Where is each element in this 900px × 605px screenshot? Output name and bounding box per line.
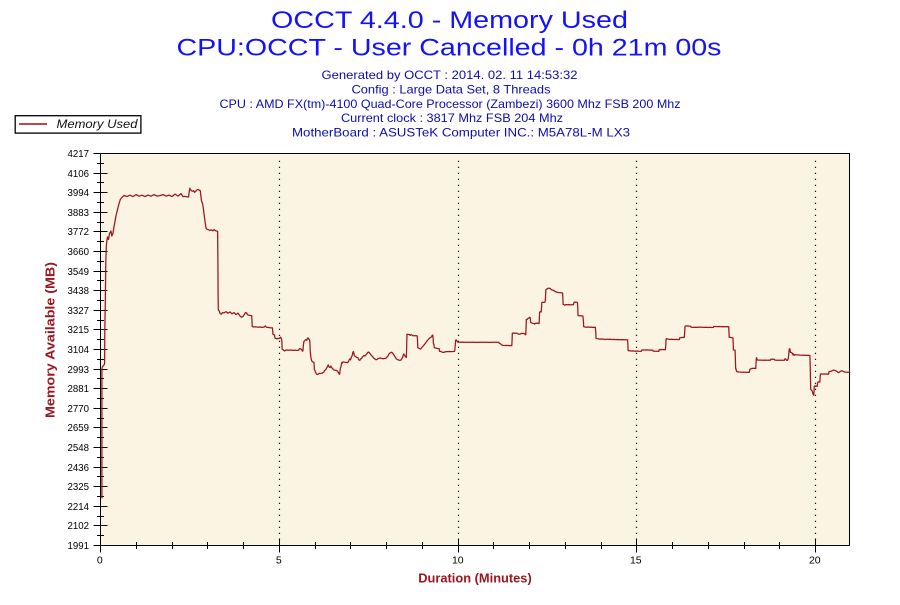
svg-text:4106: 4106 <box>68 169 90 180</box>
svg-text:4217: 4217 <box>68 149 90 160</box>
svg-text:3104: 3104 <box>68 345 90 356</box>
svg-text:OCCT 4.4.0 - Memory Used: OCCT 4.4.0 - Memory Used <box>271 7 628 34</box>
svg-text:1991: 1991 <box>68 541 90 552</box>
svg-text:3327: 3327 <box>68 306 90 317</box>
svg-text:3883: 3883 <box>68 208 90 219</box>
svg-text:2214: 2214 <box>68 502 90 513</box>
svg-text:2993: 2993 <box>68 365 90 376</box>
svg-text:5: 5 <box>276 554 282 566</box>
svg-text:Config : Large Data Set, 8 Thr: Config : Large Data Set, 8 Threads <box>352 82 551 96</box>
svg-text:3438: 3438 <box>68 286 90 297</box>
svg-text:2436: 2436 <box>68 463 90 474</box>
svg-text:3549: 3549 <box>68 267 90 278</box>
svg-text:10: 10 <box>452 554 464 566</box>
svg-text:Duration (Minutes): Duration (Minutes) <box>418 572 532 586</box>
svg-text:Memory Available (MB): Memory Available (MB) <box>43 262 58 418</box>
svg-text:3772: 3772 <box>68 227 90 238</box>
svg-text:CPU:OCCT - User Cancelled - 0h: CPU:OCCT - User Cancelled - 0h 21m 00s <box>177 35 722 62</box>
svg-text:2881: 2881 <box>68 384 90 395</box>
svg-text:2659: 2659 <box>68 423 90 434</box>
svg-text:2770: 2770 <box>68 404 90 415</box>
svg-text:2548: 2548 <box>68 443 90 454</box>
svg-text:3660: 3660 <box>68 247 90 258</box>
svg-text:20: 20 <box>809 554 821 566</box>
svg-text:Generated by OCCT : 2014. 02.: Generated by OCCT : 2014. 02. 11 14:53:3… <box>322 68 578 82</box>
svg-text:Memory Used: Memory Used <box>57 119 139 131</box>
svg-text:3215: 3215 <box>68 325 90 336</box>
svg-text:Current clock : 3817 Mhz FSB 2: Current clock : 3817 Mhz FSB 204 Mhz <box>341 111 563 125</box>
svg-text:CPU : AMD FX(tm)-4100 Quad-Cor: CPU : AMD FX(tm)-4100 Quad-Core Processo… <box>220 97 681 111</box>
svg-text:MotherBoard : ASUSTeK Computer: MotherBoard : ASUSTeK Computer INC.: M5A… <box>292 126 630 140</box>
svg-text:2102: 2102 <box>68 521 90 532</box>
svg-text:15: 15 <box>630 554 642 566</box>
svg-text:0: 0 <box>97 554 103 566</box>
svg-text:3994: 3994 <box>68 188 90 199</box>
svg-text:2325: 2325 <box>68 482 90 493</box>
